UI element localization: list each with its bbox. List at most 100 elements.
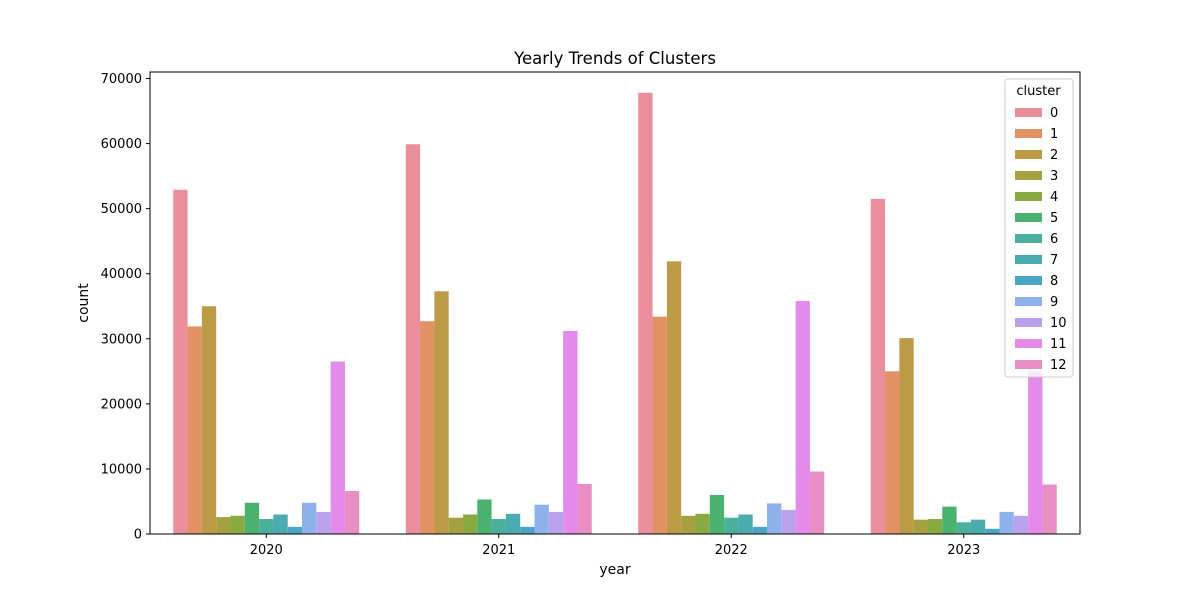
bar-2022-cluster-8 [752, 526, 768, 534]
bar-2021-cluster-2 [434, 291, 449, 534]
bar-2023-cluster-2 [899, 338, 914, 534]
bar-2023-cluster-1 [885, 371, 900, 534]
legend-swatch-2 [1015, 150, 1042, 159]
bar-2022-cluster-11 [795, 301, 810, 534]
bar-2023-cluster-0 [870, 198, 886, 534]
legend-swatch-4 [1015, 192, 1042, 201]
bar-2023-cluster-10 [1013, 515, 1029, 534]
bar-2022-cluster-2 [666, 261, 682, 534]
legend-swatch-3 [1015, 171, 1042, 180]
bar-2021-cluster-9 [534, 504, 549, 534]
bar-2020-cluster-5 [244, 502, 260, 534]
bar-2021-cluster-3 [448, 517, 463, 534]
legend-title: cluster [1016, 84, 1061, 99]
legend-label-10: 10 [1050, 316, 1067, 331]
legend-label-3: 3 [1050, 169, 1058, 184]
legend-swatch-10 [1015, 318, 1042, 327]
bar-2020-cluster-12 [344, 491, 360, 534]
legend-swatch-6 [1015, 234, 1042, 243]
bar-2021-cluster-4 [462, 514, 478, 534]
bar-2023-cluster-6 [956, 522, 971, 534]
legend-swatch-1 [1015, 129, 1042, 138]
legend-label-1: 1 [1050, 127, 1058, 142]
bar-2022-cluster-5 [709, 494, 725, 534]
bar-2022-cluster-12 [809, 471, 825, 534]
bar-2020-cluster-8 [287, 526, 303, 534]
bar-2020-cluster-7 [273, 514, 288, 534]
bar-2023-cluster-12 [1042, 484, 1057, 534]
legend-swatch-7 [1015, 255, 1042, 264]
bar-2022-cluster-1 [652, 316, 667, 534]
y-tick-label-30000: 30000 [101, 332, 142, 347]
bar-2020-cluster-3 [216, 517, 231, 534]
legend-swatch-0 [1015, 108, 1042, 117]
bar-2022-cluster-0 [638, 92, 653, 534]
legend-swatch-5 [1015, 213, 1042, 222]
bar-2021-cluster-10 [548, 511, 564, 534]
legend-label-2: 2 [1050, 148, 1058, 163]
bar-2023-cluster-8 [985, 528, 1000, 534]
x-tick-label-2023: 2023 [947, 543, 980, 558]
legend-swatch-12 [1015, 360, 1042, 369]
bar-2023-cluster-5 [942, 506, 957, 534]
y-axis-title: count [76, 283, 92, 323]
y-tick-label-10000: 10000 [101, 462, 142, 477]
legend-label-7: 7 [1050, 253, 1058, 268]
bar-2022-cluster-6 [724, 517, 739, 534]
y-tick-label-0: 0 [134, 528, 142, 543]
legend-swatch-11 [1015, 339, 1042, 348]
y-tick-label-60000: 60000 [101, 137, 142, 152]
bar-2020-cluster-10 [316, 511, 331, 534]
legend-label-5: 5 [1050, 211, 1058, 226]
bar-2021-cluster-12 [577, 483, 592, 534]
bar-2021-cluster-7 [505, 513, 521, 534]
bar-2021-cluster-5 [477, 499, 492, 534]
bar-2021-cluster-11 [563, 330, 578, 534]
x-tick-label-2020: 2020 [250, 543, 283, 558]
bar-2020-cluster-11 [330, 361, 345, 534]
plot-frame [149, 71, 1081, 535]
legend-label-12: 12 [1050, 358, 1067, 373]
bar-2022-cluster-10 [781, 509, 796, 534]
legend-swatch-8 [1015, 276, 1042, 285]
bar-2022-cluster-7 [738, 514, 753, 534]
bar-2020-cluster-9 [302, 502, 317, 534]
axes-layer: 0100002000030000400005000060000700002020… [101, 71, 1081, 558]
bar-2020-cluster-1 [187, 326, 202, 534]
bar-2023-cluster-4 [927, 519, 943, 534]
y-tick-label-20000: 20000 [101, 397, 142, 412]
legend-label-11: 11 [1050, 337, 1067, 352]
legend-label-0: 0 [1050, 106, 1058, 121]
legend-swatch-9 [1015, 297, 1042, 306]
bar-2020-cluster-4 [230, 515, 245, 534]
bar-2022-cluster-3 [681, 515, 696, 534]
x-axis-title: year [599, 562, 630, 578]
bar-2023-cluster-3 [913, 519, 928, 534]
bar-2023-cluster-11 [1028, 371, 1043, 534]
legend-label-6: 6 [1050, 232, 1058, 247]
y-tick-label-70000: 70000 [101, 72, 142, 87]
bar-2022-cluster-4 [695, 513, 710, 534]
legend-label-9: 9 [1050, 295, 1058, 310]
y-tick-label-50000: 50000 [101, 202, 142, 217]
bar-2020-cluster-0 [173, 189, 188, 534]
legend-label-4: 4 [1050, 190, 1058, 205]
bar-2020-cluster-2 [201, 306, 217, 534]
bar-2020-cluster-6 [259, 519, 274, 534]
bar-2021-cluster-0 [405, 144, 421, 535]
x-tick-label-2022: 2022 [715, 543, 748, 558]
bar-2023-cluster-7 [970, 519, 986, 534]
bars-layer [173, 92, 1057, 535]
bar-2021-cluster-6 [491, 519, 506, 534]
chart-title: Yearly Trends of Clusters [513, 49, 716, 68]
bar-2023-cluster-9 [999, 511, 1014, 534]
x-tick-label-2021: 2021 [482, 543, 515, 558]
bar-2021-cluster-1 [420, 321, 435, 534]
bar-2022-cluster-9 [767, 503, 782, 534]
legend-box [1004, 78, 1074, 378]
legend-label-8: 8 [1050, 274, 1058, 289]
bar-2021-cluster-8 [520, 526, 535, 534]
